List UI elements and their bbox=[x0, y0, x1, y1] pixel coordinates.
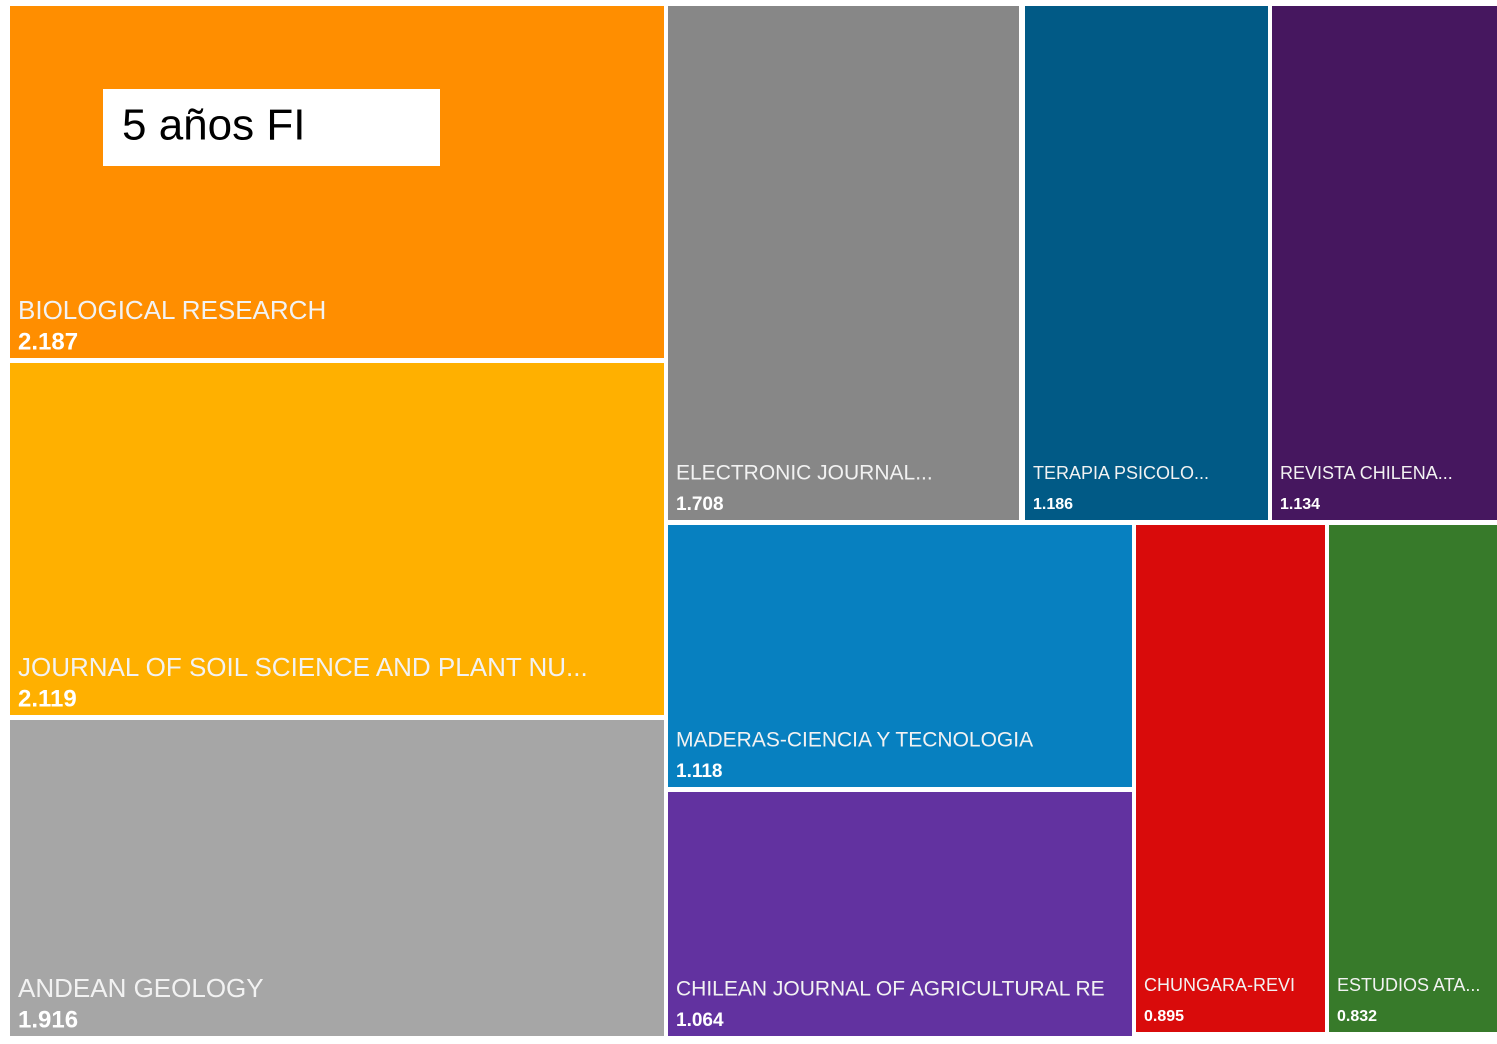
cell-value: 1.708 bbox=[676, 494, 724, 515]
cell-value: 1.118 bbox=[676, 761, 723, 782]
treemap-cell: ELECTRONIC JOURNAL... 1.708 bbox=[668, 6, 1019, 520]
treemap-rect bbox=[10, 720, 664, 1036]
cell-value: 2.119 bbox=[18, 685, 77, 712]
treemap-rect bbox=[668, 525, 1132, 787]
cell-value: 1.916 bbox=[18, 1006, 78, 1033]
treemap-rect bbox=[668, 792, 1132, 1036]
treemap-rect bbox=[1025, 6, 1268, 520]
cell-labels: ANDEAN GEOLOGY 1.916 bbox=[18, 973, 264, 1033]
cell-labels: TERAPIA PSICOLO... 1.186 bbox=[1033, 463, 1209, 513]
cell-labels: BIOLOGICAL RESEARCH 2.187 bbox=[18, 295, 326, 355]
title-box bbox=[103, 89, 440, 166]
treemap-rect bbox=[1136, 525, 1325, 1032]
treemap-rect bbox=[1272, 6, 1497, 520]
cell-name: REVISTA CHILENA... bbox=[1280, 463, 1453, 483]
cell-value: 1.134 bbox=[1280, 496, 1320, 513]
cell-labels: CHILEAN JOURNAL OF AGRICULTURAL RE 1.064 bbox=[676, 978, 1105, 1031]
treemap-cell: MADERAS-CIENCIA Y TECNOLOGIA 1.118 bbox=[668, 525, 1132, 787]
treemap-cell: CHUNGARA-REVI 0.895 bbox=[1136, 525, 1325, 1032]
cell-value: 1.064 bbox=[676, 1010, 724, 1031]
cell-name: CHUNGARA-REVI bbox=[1144, 975, 1295, 995]
cell-value: 0.832 bbox=[1337, 1008, 1377, 1025]
cell-labels: ESTUDIOS ATA... 0.832 bbox=[1337, 975, 1480, 1025]
treemap-rect bbox=[10, 363, 664, 715]
cell-name: JOURNAL OF SOIL SCIENCE AND PLANT NU... bbox=[18, 652, 588, 682]
cell-labels: REVISTA CHILENA... 1.134 bbox=[1280, 463, 1453, 513]
treemap-cell: JOURNAL OF SOIL SCIENCE AND PLANT NU... 2… bbox=[10, 363, 664, 715]
cell-labels: JOURNAL OF SOIL SCIENCE AND PLANT NU... 2… bbox=[18, 652, 588, 712]
treemap-cell: CHILEAN JOURNAL OF AGRICULTURAL RE 1.064 bbox=[668, 792, 1132, 1036]
cell-name: BIOLOGICAL RESEARCH bbox=[18, 295, 326, 325]
cell-value: 2.187 bbox=[18, 328, 78, 355]
treemap-cell: ANDEAN GEOLOGY 1.916 bbox=[10, 720, 664, 1036]
cell-labels: CHUNGARA-REVI 0.895 bbox=[1144, 975, 1295, 1025]
cell-labels: MADERAS-CIENCIA Y TECNOLOGIA 1.118 bbox=[676, 729, 1033, 782]
cell-name: CHILEAN JOURNAL OF AGRICULTURAL RE bbox=[676, 978, 1105, 1001]
treemap-rect bbox=[10, 6, 664, 358]
cell-name: ESTUDIOS ATA... bbox=[1337, 975, 1480, 995]
treemap-cell: REVISTA CHILENA... 1.134 bbox=[1272, 6, 1497, 520]
treemap-cell: ESTUDIOS ATA... 0.832 bbox=[1329, 525, 1497, 1032]
chart-title: 5 años FI bbox=[122, 101, 305, 150]
cell-name: MADERAS-CIENCIA Y TECNOLOGIA bbox=[676, 729, 1033, 752]
treemap-rect bbox=[668, 6, 1019, 520]
cell-value: 1.186 bbox=[1033, 496, 1073, 513]
treemap: BIOLOGICAL RESEARCH 2.187 JOURNAL OF SOIL … bbox=[10, 6, 1497, 1036]
cell-labels: ELECTRONIC JOURNAL... 1.708 bbox=[676, 462, 933, 515]
treemap-cell: BIOLOGICAL RESEARCH 2.187 bbox=[10, 6, 664, 358]
cell-value: 0.895 bbox=[1144, 1008, 1184, 1025]
cell-name: ANDEAN GEOLOGY bbox=[18, 973, 264, 1003]
treemap-cell: TERAPIA PSICOLO... 1.186 bbox=[1025, 6, 1268, 520]
cell-name: TERAPIA PSICOLO... bbox=[1033, 463, 1209, 483]
cell-name: ELECTRONIC JOURNAL... bbox=[676, 462, 933, 485]
treemap-rect bbox=[1329, 525, 1497, 1032]
